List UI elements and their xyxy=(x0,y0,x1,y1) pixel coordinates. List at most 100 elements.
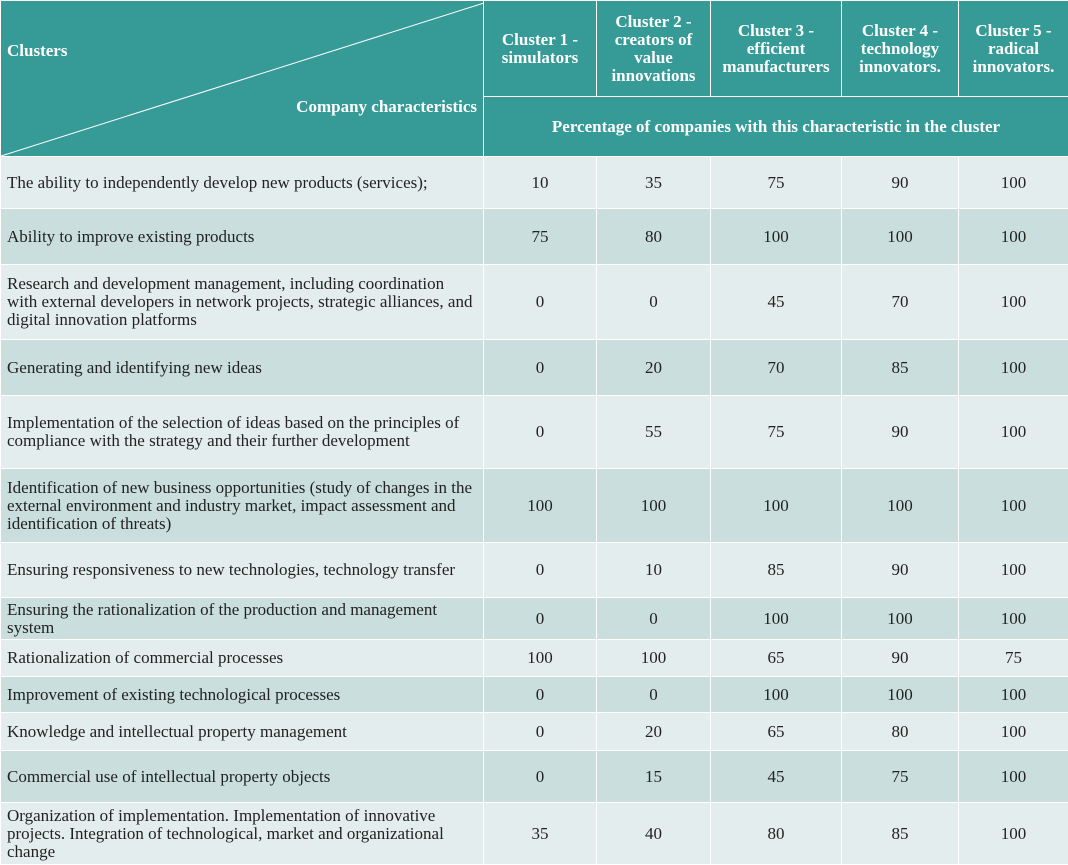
table-row: Identification of new business opportuni… xyxy=(1,469,1068,543)
cluster-5-percentage: 75 xyxy=(959,640,1068,677)
cluster-3-percentage: 75 xyxy=(711,396,842,469)
row-characteristic-label: Identification of new business opportuni… xyxy=(1,469,484,543)
corner-label-clusters: Clusters xyxy=(7,42,67,60)
cluster-1-percentage: 100 xyxy=(484,640,597,677)
cluster-2-percentage: 35 xyxy=(597,157,711,209)
table-row: Commercial use of intellectual property … xyxy=(1,751,1068,803)
cluster-2-percentage: 0 xyxy=(597,598,711,640)
cluster-4-percentage: 100 xyxy=(842,469,959,543)
table-body: The ability to independently develop new… xyxy=(1,157,1068,865)
row-characteristic-label: Ability to improve existing products xyxy=(1,209,484,265)
cluster-1-percentage: 0 xyxy=(484,677,597,713)
cluster-2-percentage: 20 xyxy=(597,340,711,396)
table-row: Improvement of existing technological pr… xyxy=(1,677,1068,713)
cluster-4-percentage: 70 xyxy=(842,265,959,340)
cluster-2-percentage: 0 xyxy=(597,677,711,713)
cluster-4-percentage: 90 xyxy=(842,640,959,677)
cluster-3-percentage: 100 xyxy=(711,209,842,265)
row-characteristic-label: Rationalization of commercial processes xyxy=(1,640,484,677)
percentage-subheader: Percentage of companies with this charac… xyxy=(484,97,1068,157)
corner-header-cell: Clusters Company characteristics xyxy=(1,1,484,157)
row-characteristic-label: Improvement of existing technological pr… xyxy=(1,677,484,713)
row-characteristic-label: Research and development management, inc… xyxy=(1,265,484,340)
column-header-cluster-1: Cluster 1 - simulators xyxy=(484,1,597,97)
row-characteristic-label: The ability to independently develop new… xyxy=(1,157,484,209)
column-header-cluster-2: Cluster 2 - creators of value innovation… xyxy=(597,1,711,97)
table-row: Research and development management, inc… xyxy=(1,265,1068,340)
cluster-3-percentage: 65 xyxy=(711,640,842,677)
cluster-4-percentage: 90 xyxy=(842,543,959,598)
row-characteristic-label: Knowledge and intellectual property mana… xyxy=(1,713,484,751)
corner-label-characteristics: Company characteristics xyxy=(296,98,477,116)
cluster-2-percentage: 100 xyxy=(597,640,711,677)
cluster-3-percentage: 80 xyxy=(711,803,842,865)
cluster-1-percentage: 0 xyxy=(484,543,597,598)
cluster-3-percentage: 100 xyxy=(711,598,842,640)
table-row: Ensuring responsiveness to new technolog… xyxy=(1,543,1068,598)
cluster-2-percentage: 0 xyxy=(597,265,711,340)
cluster-4-percentage: 100 xyxy=(842,209,959,265)
cluster-4-percentage: 90 xyxy=(842,157,959,209)
cluster-2-percentage: 80 xyxy=(597,209,711,265)
table-row: Ensuring the rationalization of the prod… xyxy=(1,598,1068,640)
cluster-1-percentage: 35 xyxy=(484,803,597,865)
cluster-5-percentage: 100 xyxy=(959,209,1068,265)
cluster-2-percentage: 100 xyxy=(597,469,711,543)
cluster-4-percentage: 85 xyxy=(842,803,959,865)
cluster-3-percentage: 100 xyxy=(711,677,842,713)
cluster-1-percentage: 0 xyxy=(484,396,597,469)
cluster-5-percentage: 100 xyxy=(959,751,1068,803)
row-characteristic-label: Organization of implementation. Implemen… xyxy=(1,803,484,865)
cluster-3-percentage: 45 xyxy=(711,751,842,803)
cluster-5-percentage: 100 xyxy=(959,803,1068,865)
cluster-1-percentage: 0 xyxy=(484,340,597,396)
row-characteristic-label: Commercial use of intellectual property … xyxy=(1,751,484,803)
cluster-5-percentage: 100 xyxy=(959,469,1068,543)
cluster-2-percentage: 20 xyxy=(597,713,711,751)
table-row: Knowledge and intellectual property mana… xyxy=(1,713,1068,751)
cluster-5-percentage: 100 xyxy=(959,713,1068,751)
cluster-1-percentage: 0 xyxy=(484,598,597,640)
row-characteristic-label: Ensuring the rationalization of the prod… xyxy=(1,598,484,640)
cluster-5-percentage: 100 xyxy=(959,265,1068,340)
cluster-1-percentage: 100 xyxy=(484,469,597,543)
cluster-3-percentage: 45 xyxy=(711,265,842,340)
cluster-4-percentage: 75 xyxy=(842,751,959,803)
row-characteristic-label: Implementation of the selection of ideas… xyxy=(1,396,484,469)
cluster-5-percentage: 100 xyxy=(959,598,1068,640)
column-header-cluster-3: Cluster 3 - efficient manufacturers xyxy=(711,1,842,97)
cluster-5-percentage: 100 xyxy=(959,677,1068,713)
cluster-4-percentage: 80 xyxy=(842,713,959,751)
table-row: Implementation of the selection of ideas… xyxy=(1,396,1068,469)
cluster-1-percentage: 0 xyxy=(484,713,597,751)
row-characteristic-label: Generating and identifying new ideas xyxy=(1,340,484,396)
cluster-5-percentage: 100 xyxy=(959,396,1068,469)
cluster-1-percentage: 0 xyxy=(484,265,597,340)
cluster-3-percentage: 75 xyxy=(711,157,842,209)
cluster-2-percentage: 15 xyxy=(597,751,711,803)
cluster-4-percentage: 100 xyxy=(842,677,959,713)
cluster-5-percentage: 100 xyxy=(959,543,1068,598)
cluster-3-percentage: 100 xyxy=(711,469,842,543)
table-row: Organization of implementation. Implemen… xyxy=(1,803,1068,865)
cluster-2-percentage: 40 xyxy=(597,803,711,865)
cluster-2-percentage: 10 xyxy=(597,543,711,598)
cluster-4-percentage: 85 xyxy=(842,340,959,396)
cluster-5-percentage: 100 xyxy=(959,157,1068,209)
cluster-1-percentage: 10 xyxy=(484,157,597,209)
column-header-cluster-5: Cluster 5 - radical innovators. xyxy=(959,1,1068,97)
cluster-4-percentage: 90 xyxy=(842,396,959,469)
cluster-4-percentage: 100 xyxy=(842,598,959,640)
cluster-1-percentage: 0 xyxy=(484,751,597,803)
cluster-3-percentage: 65 xyxy=(711,713,842,751)
table-row: The ability to independently develop new… xyxy=(1,157,1068,209)
cluster-2-percentage: 55 xyxy=(597,396,711,469)
cluster-5-percentage: 100 xyxy=(959,340,1068,396)
row-characteristic-label: Ensuring responsiveness to new technolog… xyxy=(1,543,484,598)
diagonal-divider xyxy=(1,1,484,157)
cluster-3-percentage: 85 xyxy=(711,543,842,598)
